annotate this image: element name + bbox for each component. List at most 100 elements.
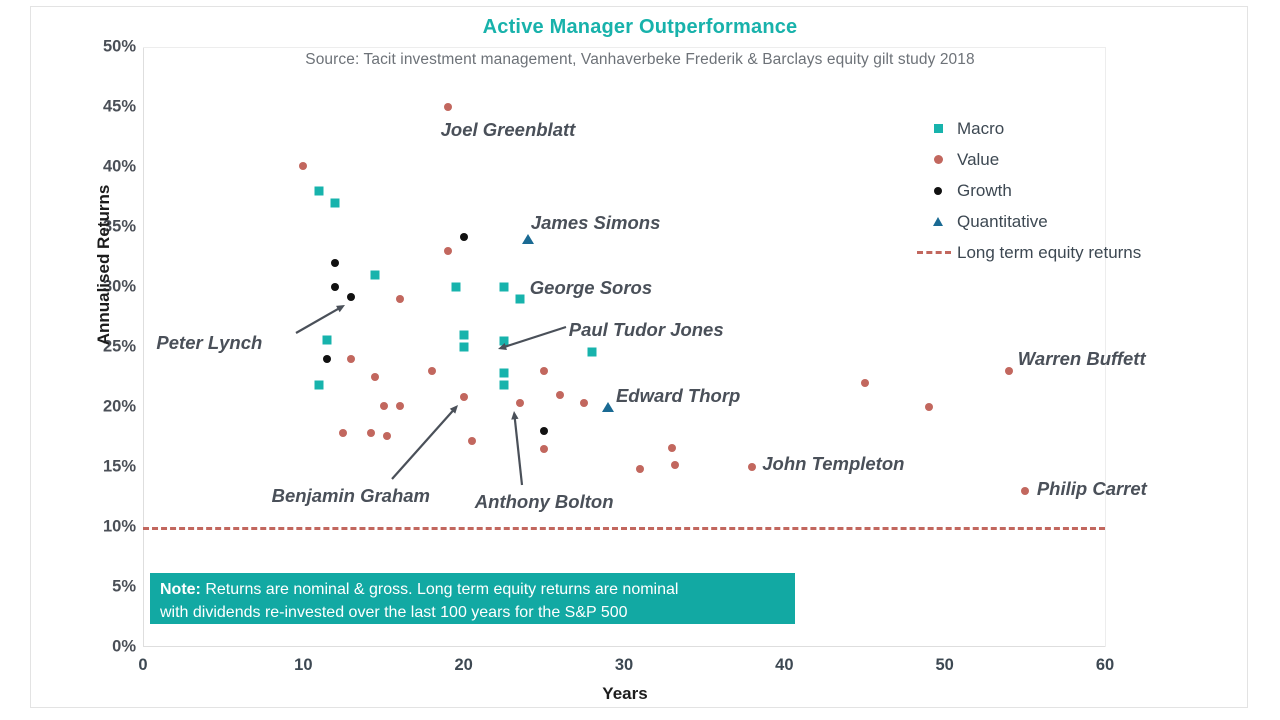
- chart-legend: Macro Value Growth Quantitative Long term eq…: [917, 113, 1205, 268]
- x-tick-label: 0: [138, 656, 148, 674]
- data-point-macro: [499, 380, 509, 390]
- data-point-value: [555, 391, 564, 399]
- data-point-value: [539, 445, 548, 453]
- data-point-macro: [330, 198, 340, 208]
- y-tick-label: 0%: [112, 637, 136, 656]
- data-point-quant: [521, 234, 534, 244]
- legend-item[interactable]: Quantitative: [925, 206, 1205, 237]
- annotation-label: Warren Buffett: [1017, 348, 1146, 369]
- legend-item[interactable]: Value: [925, 144, 1205, 175]
- data-point-value: [459, 393, 468, 402]
- x-tick-label: 60: [1095, 656, 1115, 674]
- annotation-arrow: [390, 405, 458, 481]
- data-point-macro: [499, 368, 509, 378]
- data-point-value: [636, 465, 645, 474]
- annotation-label: Anthony Bolton: [474, 491, 614, 513]
- data-point-macro: [370, 270, 380, 280]
- x-axis-ticks: 0 10 20 30 40 50 60: [0, 656, 1280, 686]
- data-point-value: [382, 431, 391, 440]
- data-point-value: [860, 379, 869, 387]
- data-point-value: [1004, 367, 1013, 375]
- data-point-value: [299, 161, 308, 170]
- data-point-value: [366, 429, 375, 438]
- legend-label: Growth: [957, 180, 1012, 200]
- data-point-macro: [499, 282, 509, 292]
- annotation-label: Paul Tudor Jones: [568, 319, 724, 340]
- data-point-growth: [539, 427, 548, 435]
- y-tick-label: 45%: [102, 97, 136, 116]
- data-point-value: [427, 367, 436, 375]
- y-tick-label: 15%: [102, 457, 136, 476]
- data-point-value: [443, 247, 452, 255]
- note-line-2: with dividends re-invested over the last…: [160, 604, 628, 621]
- legend-label: Quantitative: [957, 211, 1048, 231]
- annotation-label: Joel Greenblatt: [440, 119, 576, 140]
- y-tick-label: 5%: [112, 577, 136, 596]
- legend-marker-icon: [925, 155, 951, 164]
- annotation-label: Philip Carret: [1036, 478, 1147, 499]
- x-tick-label: 40: [775, 656, 794, 674]
- annotation-label: Benjamin Graham: [271, 485, 430, 507]
- data-point-growth: [459, 232, 468, 241]
- legend-item[interactable]: Long term equity returns: [917, 237, 1205, 268]
- data-point-value: [579, 399, 588, 408]
- x-tick-label: 20: [454, 656, 473, 674]
- annotation-label: Peter Lynch: [156, 331, 263, 353]
- y-tick-label: 20%: [102, 397, 136, 416]
- long-term-equity-returns-line: [143, 527, 1105, 530]
- y-axis-ticks: 0% 5% 10% 15% 20% 25% 30% 35% 40% 45% 50%: [56, 0, 136, 720]
- chart-subtitle: Source: Tacit investment management, Van…: [305, 51, 975, 68]
- annotation-arrow: [295, 304, 346, 334]
- data-point-macro: [515, 294, 525, 304]
- annotation-arrow: [511, 411, 523, 486]
- data-point-value: [379, 401, 388, 410]
- data-point-value: [395, 295, 404, 303]
- legend-marker-icon: [925, 186, 951, 195]
- legend-label: Value: [957, 149, 1000, 169]
- y-tick-label: 35%: [102, 217, 136, 236]
- data-point-growth: [323, 355, 332, 363]
- data-point-macro: [587, 347, 597, 357]
- annotation-label: George Soros: [529, 277, 653, 298]
- data-point-value: [347, 355, 356, 363]
- data-point-value: [668, 443, 677, 452]
- plot-area: [143, 47, 1105, 647]
- annotation-label: Edward Thorp: [615, 385, 741, 406]
- plot-top-border: [143, 47, 1105, 48]
- data-point-value: [443, 103, 452, 111]
- data-point-value: [395, 401, 404, 410]
- legend-marker-icon: [925, 124, 951, 133]
- data-point-value: [748, 463, 757, 471]
- data-point-macro: [314, 380, 324, 390]
- y-tick-label: 50%: [102, 37, 136, 56]
- data-point-macro: [499, 336, 509, 346]
- y-tick-label: 25%: [102, 337, 136, 356]
- data-point-value: [371, 373, 380, 381]
- annotation-label: James Simons: [530, 212, 661, 233]
- note-bold-prefix: Note:: [160, 581, 201, 598]
- x-tick-label: 30: [614, 656, 634, 674]
- data-point-growth: [347, 292, 356, 301]
- data-point-value: [539, 367, 548, 375]
- y-tick-label: 40%: [102, 157, 136, 176]
- x-tick-label: 10: [294, 656, 313, 674]
- data-point-growth: [331, 259, 340, 267]
- data-point-value: [671, 460, 680, 469]
- y-tick-label: 30%: [102, 277, 136, 296]
- legend-item[interactable]: Macro: [925, 113, 1205, 144]
- legend-marker-icon: [925, 217, 951, 226]
- data-point-macro: [322, 335, 332, 345]
- x-tick-label: 50: [935, 656, 954, 674]
- annotation-arrow: [497, 325, 567, 350]
- legend-label: Macro: [957, 118, 1005, 138]
- note-line-1: Returns are nominal & gross. Long term e…: [200, 581, 679, 598]
- legend-label: Long term equity returns: [957, 242, 1142, 262]
- data-point-quant: [601, 402, 614, 412]
- data-point-macro: [314, 186, 324, 196]
- data-point-value: [924, 403, 933, 411]
- legend-item[interactable]: Growth: [925, 175, 1205, 206]
- x-axis-label: Years: [602, 684, 648, 703]
- data-point-value: [515, 399, 524, 408]
- annotation-label: John Templeton: [762, 453, 905, 474]
- chart-title: Active Manager Outperformance: [482, 16, 798, 38]
